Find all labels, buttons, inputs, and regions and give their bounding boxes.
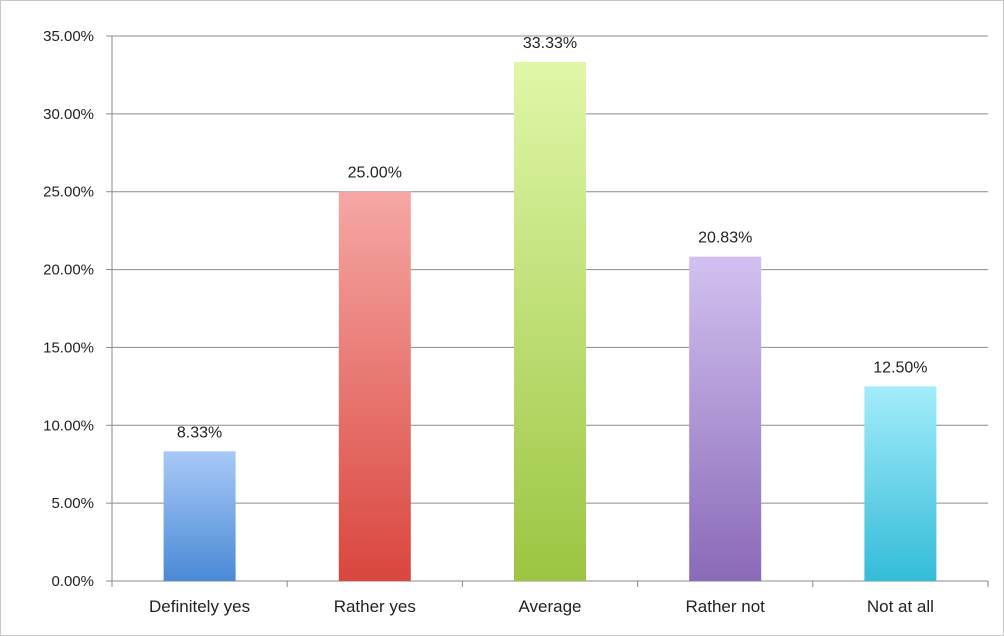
x-tick-label: Definitely yes bbox=[149, 597, 250, 616]
x-axis: Definitely yes Rather yes Average Rather no… bbox=[111, 581, 989, 616]
bar bbox=[514, 62, 586, 582]
y-tick-label: 0.00% bbox=[51, 573, 94, 590]
x-tick-label: Average bbox=[518, 597, 581, 616]
bar bbox=[163, 451, 236, 581]
y-tick-label: 35.00% bbox=[43, 28, 94, 45]
bar bbox=[338, 191, 411, 581]
y-tick-label: 15.00% bbox=[43, 339, 94, 356]
data-label: 25.00% bbox=[348, 165, 402, 182]
data-label: 20.83% bbox=[698, 230, 752, 247]
x-tick-label: Rather yes bbox=[334, 597, 416, 616]
y-tick-label: 10.00% bbox=[43, 417, 94, 434]
y-axis: 0.00% 5.00% 10.00% 15.00% 20.00% 25.00% 30.00%… bbox=[43, 28, 113, 590]
y-tick-label: 5.00% bbox=[51, 495, 94, 512]
x-tick-label: Rather not bbox=[686, 597, 766, 616]
data-label: 12.50% bbox=[873, 359, 927, 376]
bar bbox=[689, 256, 762, 581]
bars: 8.33% 25.00% 33.33% 20.83% 12.50% bbox=[163, 35, 937, 582]
y-tick-label: 25.00% bbox=[43, 184, 94, 201]
data-label: 33.33% bbox=[523, 35, 577, 52]
bar bbox=[864, 386, 937, 581]
y-tick-label: 20.00% bbox=[43, 262, 94, 279]
y-tick-label: 30.00% bbox=[43, 106, 94, 123]
data-label: 8.33% bbox=[177, 424, 222, 441]
x-tick-label: Not at all bbox=[867, 597, 934, 616]
